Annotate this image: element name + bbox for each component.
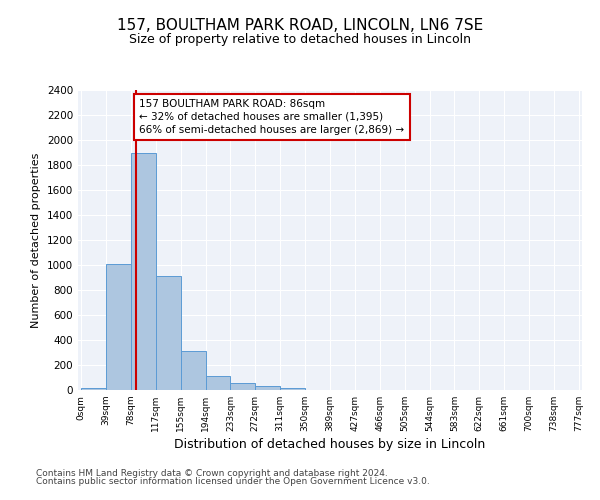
Bar	[206, 376, 230, 390]
X-axis label: Distribution of detached houses by size in Lincoln: Distribution of detached houses by size …	[175, 438, 485, 451]
Y-axis label: Number of detached properties: Number of detached properties	[31, 152, 41, 328]
Bar	[131, 152, 156, 390]
Bar	[280, 388, 305, 390]
Bar	[106, 264, 131, 390]
Text: Contains HM Land Registry data © Crown copyright and database right 2024.: Contains HM Land Registry data © Crown c…	[36, 468, 388, 477]
Bar	[230, 383, 256, 390]
Bar	[81, 388, 106, 390]
Bar	[181, 350, 206, 390]
Bar	[256, 386, 280, 390]
Text: Size of property relative to detached houses in Lincoln: Size of property relative to detached ho…	[129, 32, 471, 46]
Text: 157, BOULTHAM PARK ROAD, LINCOLN, LN6 7SE: 157, BOULTHAM PARK ROAD, LINCOLN, LN6 7S…	[117, 18, 483, 32]
Text: Contains public sector information licensed under the Open Government Licence v3: Contains public sector information licen…	[36, 477, 430, 486]
Bar	[156, 276, 181, 390]
Text: 157 BOULTHAM PARK ROAD: 86sqm
← 32% of detached houses are smaller (1,395)
66% o: 157 BOULTHAM PARK ROAD: 86sqm ← 32% of d…	[139, 99, 404, 135]
